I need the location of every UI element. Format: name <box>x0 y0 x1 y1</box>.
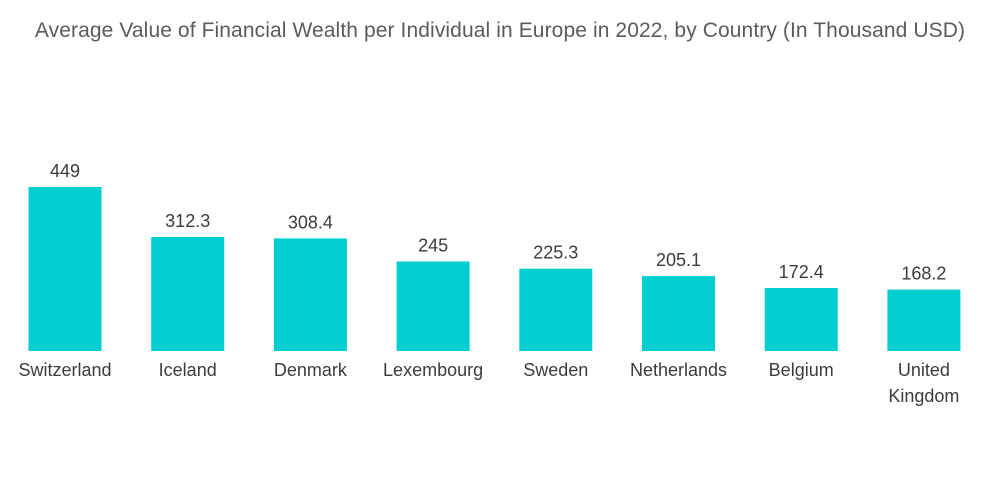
value-label: 172.4 <box>779 262 824 282</box>
category-labels-layer: Switzerland Iceland Denmark Lexembourg Swede… <box>18 360 959 406</box>
bar-lexembourg <box>396 261 470 351</box>
chart-title: Average Value of Financial Wealth per In… <box>34 19 966 42</box>
category-label: Switzerland <box>18 360 111 380</box>
category-label: Lexembourg <box>383 360 483 380</box>
category-label: Denmark <box>274 360 348 380</box>
value-labels-layer: 449 312.3 308.4 245 225.3 205.1 172.4 168.2 <box>50 161 946 284</box>
bar-belgium <box>764 288 838 351</box>
value-label: 449 <box>50 161 80 181</box>
bar-denmark <box>273 238 347 351</box>
value-label: 312.3 <box>165 211 210 231</box>
bar-iceland <box>151 236 225 351</box>
category-label: United <box>898 360 950 380</box>
value-label: 205.1 <box>656 250 701 270</box>
value-label: 245 <box>418 236 448 256</box>
category-label: Belgium <box>769 360 834 380</box>
bars-layer <box>28 187 961 351</box>
bar-switzerland <box>28 187 102 351</box>
value-label: 168.2 <box>901 264 946 284</box>
category-label: Sweden <box>523 360 588 380</box>
value-label: 308.4 <box>288 212 333 232</box>
category-label: Netherlands <box>630 360 727 380</box>
bar-netherlands <box>642 276 715 351</box>
value-label: 225.3 <box>533 243 578 263</box>
category-label: Iceland <box>159 360 217 380</box>
bar-united-kingdom <box>887 289 961 351</box>
bar-sweden <box>519 268 593 351</box>
category-label: Kingdom <box>888 386 959 406</box>
